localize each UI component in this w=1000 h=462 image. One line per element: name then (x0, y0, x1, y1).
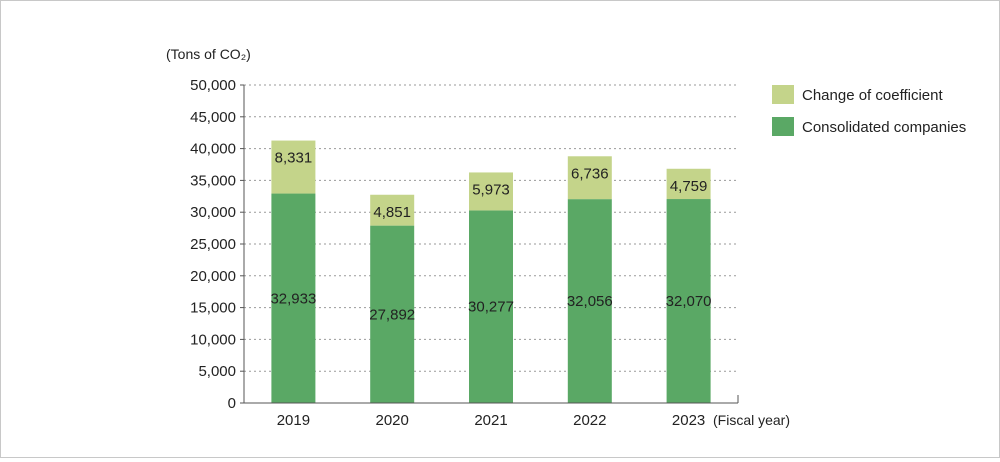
x-tick-label: 2021 (474, 412, 507, 429)
data-label: 4,759 (670, 178, 708, 195)
y-tick-label: 35,000 (190, 172, 236, 189)
x-tick-label: 2023 (672, 412, 705, 429)
data-label: 32,070 (666, 293, 712, 310)
y-tick-label: 50,000 (190, 77, 236, 94)
y-tick-label: 10,000 (190, 331, 236, 348)
bar-segment-consolidated-companies (469, 210, 513, 403)
y-tick-label: 20,000 (190, 268, 236, 285)
y-tick-label: 0 (228, 395, 236, 412)
data-label: 32,056 (567, 293, 613, 310)
bar-segment-consolidated-companies (666, 199, 711, 403)
data-labels: 32,933 8,331 27,892 4,851 30,277 5,973 32,056 6… (270, 150, 711, 324)
y-tick-label: 5,000 (198, 363, 236, 380)
data-label: 27,892 (369, 306, 415, 323)
x-axis-label: (Fiscal year) (713, 412, 790, 428)
legend-swatch-consolidated-companies (772, 117, 794, 136)
axes: 0 5,000 10,000 15,000 20,000 25,000 30,000 35,0… (190, 77, 739, 429)
bars (271, 140, 711, 403)
y-tick-label: 40,000 (190, 141, 236, 158)
legend-label-consolidated-companies: Consolidated companies (802, 119, 966, 136)
data-label: 30,277 (468, 299, 514, 316)
bar-segment-change-of-coefficient (370, 194, 415, 226)
bar-segment-change-of-coefficient (666, 168, 711, 200)
bar-segment-change-of-coefficient (271, 140, 316, 194)
data-label: 5,973 (472, 181, 510, 198)
x-tick-label: 2022 (573, 412, 606, 429)
data-label: 6,736 (571, 165, 609, 182)
x-tick-label: 2019 (277, 412, 310, 429)
x-tick-label: 2020 (376, 412, 409, 429)
y-tick-label: 15,000 (190, 300, 236, 317)
bar-segment-change-of-coefficient (567, 156, 612, 200)
y-tick-label: 30,000 (190, 204, 236, 221)
y-tick-label: 25,000 (190, 236, 236, 253)
legend-label-change-of-coefficient: Change of coefficient (802, 87, 943, 104)
data-label: 32,933 (270, 290, 316, 307)
bar-segment-consolidated-companies (567, 199, 612, 403)
data-label: 4,851 (373, 204, 411, 221)
bar-segment-consolidated-companies (370, 225, 415, 403)
bar-segment-consolidated-companies (271, 193, 316, 403)
y-tick-label: 45,000 (190, 109, 236, 126)
y-axis-label: (Tons of CO₂) (166, 46, 251, 62)
bar-segment-change-of-coefficient (469, 172, 513, 211)
legend: Change of coefficient Consolidated compa… (772, 85, 966, 136)
data-label: 8,331 (275, 150, 313, 167)
legend-swatch-change-of-coefficient (772, 85, 794, 104)
